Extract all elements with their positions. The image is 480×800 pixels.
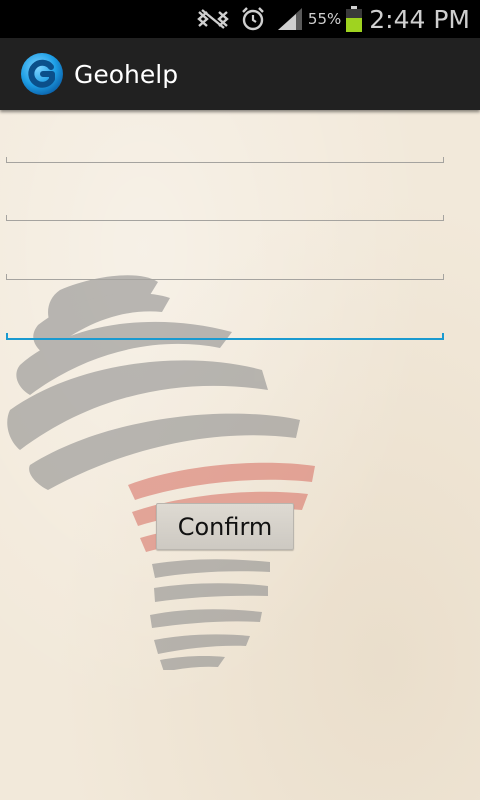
battery-icon [346,6,363,32]
form-field-4-underline [6,333,444,340]
action-bar: Geohelp [0,38,480,110]
form-field-4[interactable] [6,298,444,338]
signal-blocked-icon [197,9,229,29]
main-content: Confirm [0,110,480,800]
cell-signal-icon [277,8,302,30]
clock: 2:44 PM [369,4,470,34]
battery-percent: 55% [307,10,342,28]
status-bar: 55% 2:44 PM [0,0,480,38]
form-field-2-underline [6,215,444,221]
form-field-3-underline [6,274,444,280]
app-title: Geohelp [74,59,179,89]
alarm-icon [242,7,264,31]
confirm-button[interactable]: Confirm [156,503,294,550]
form-field-1[interactable] [6,122,444,162]
form-field-3[interactable] [6,239,444,279]
geohelp-logo-icon[interactable] [20,52,64,96]
form-field-2[interactable] [6,180,444,220]
form-field-1-underline [6,157,444,163]
